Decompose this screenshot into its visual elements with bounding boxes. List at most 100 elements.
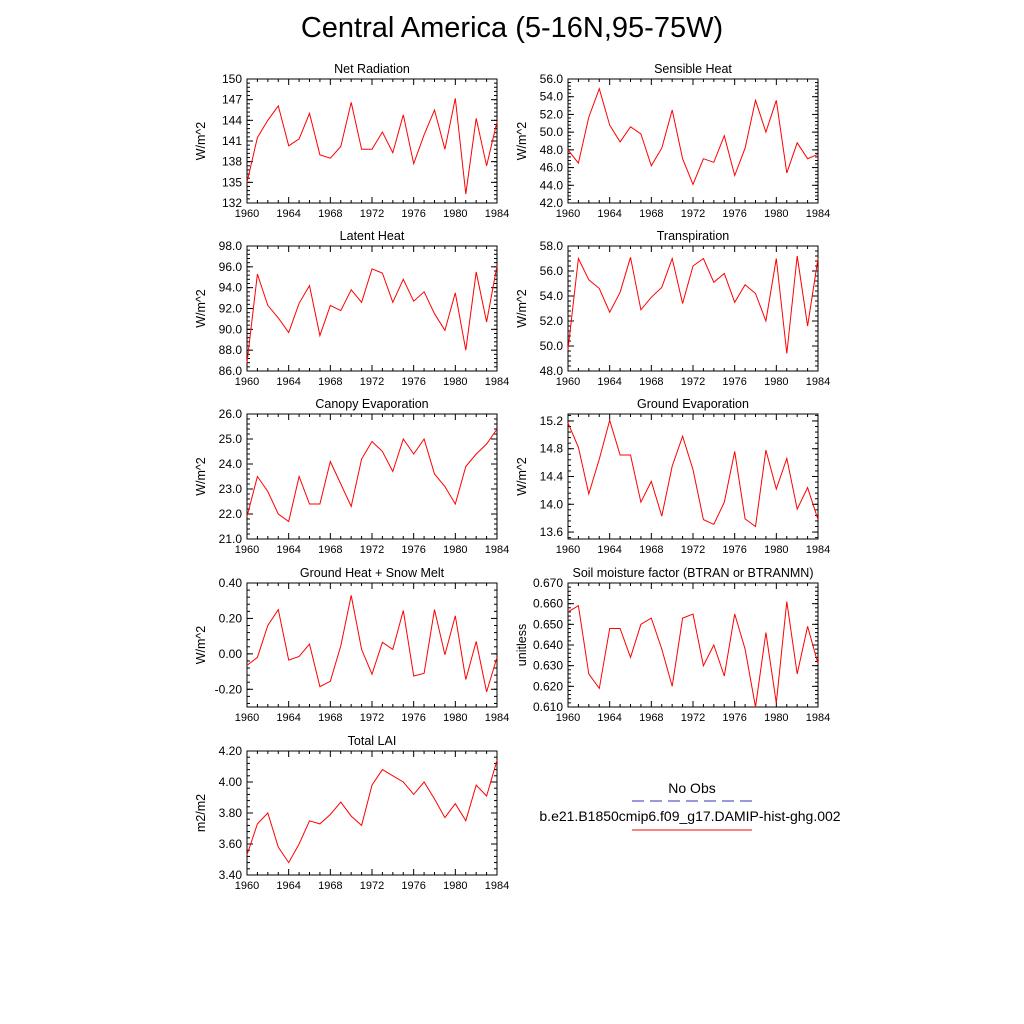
panel-title: Ground Evaporation	[637, 397, 749, 411]
y-tick-label: 56.0	[540, 72, 564, 86]
x-tick-label: 1968	[318, 880, 342, 892]
x-tick-label: 1976	[401, 712, 425, 724]
x-tick-label: 1976	[722, 208, 746, 220]
x-tick-label: 1964	[597, 376, 621, 388]
x-tick-label: 1968	[318, 208, 342, 220]
x-tick-label: 1964	[597, 712, 621, 724]
x-tick-label: 1964	[276, 544, 300, 556]
x-tick-label: 1960	[556, 544, 580, 556]
x-tick-label: 1960	[235, 880, 259, 892]
y-tick-label: 24.0	[219, 457, 243, 471]
x-tick-label: 1976	[401, 208, 425, 220]
y-tick-label: 0.00	[219, 647, 243, 661]
series-line	[567, 601, 819, 708]
x-tick-label: 1968	[318, 712, 342, 724]
panel: Ground Evaporation W/m^2 1960 1964 1968 1972 1…	[515, 397, 830, 556]
y-tick-label: 141	[222, 134, 242, 148]
x-tick-label: 1980	[443, 880, 467, 892]
panel-title: Sensible Heat	[654, 62, 732, 76]
panel: Net Radiation W/m^2 1960 1964 1968 1972 1976 19…	[194, 62, 509, 220]
y-tick-label: 13.6	[540, 525, 564, 539]
series-line	[246, 595, 498, 693]
x-tick-label: 1968	[318, 376, 342, 388]
y-tick-label: 147	[222, 93, 242, 107]
x-tick-label: 1984	[806, 712, 830, 724]
y-tick-label: 48.0	[540, 143, 564, 157]
x-tick-label: 1980	[764, 376, 788, 388]
x-tick-label: 1976	[722, 376, 746, 388]
y-tick-label: 0.630	[533, 659, 563, 673]
y-tick-label: 132	[222, 196, 242, 210]
x-tick-label: 1972	[360, 208, 384, 220]
panel: Ground Heat + Snow Melt W/m^2 1960 1964 1968…	[194, 566, 509, 724]
x-tick-label: 1964	[276, 208, 300, 220]
y-tick-label: 0.650	[533, 617, 563, 631]
y-tick-label: 94.0	[219, 281, 243, 295]
y-tick-label: 15.2	[540, 414, 564, 428]
panel: Latent Heat W/m^2 1960 1964 1968 1972 1976 1980…	[194, 229, 509, 388]
x-tick-label: 1964	[597, 208, 621, 220]
page-title: Central America (5-16N,95-75W)	[300, 12, 724, 44]
y-tick-label: 26.0	[219, 407, 243, 421]
plot-frame	[246, 413, 498, 540]
y-tick-label: 23.0	[219, 482, 243, 496]
y-tick-label: 98.0	[219, 239, 243, 253]
plot-frame	[246, 582, 498, 708]
x-tick-label: 1980	[764, 544, 788, 556]
series-line	[567, 255, 819, 354]
y-tick-label: 21.0	[219, 532, 243, 546]
y-tick-label: 90.0	[219, 322, 243, 336]
x-tick-label: 1972	[681, 208, 705, 220]
y-axis-label: m2/m2	[194, 794, 208, 832]
panel-title: Soil moisture factor (BTRAN or BTRANMN)	[572, 566, 813, 580]
x-tick-label: 1976	[401, 544, 425, 556]
y-tick-label: 42.0	[540, 196, 564, 210]
y-tick-label: 52.0	[540, 314, 564, 328]
x-tick-label: 1972	[360, 712, 384, 724]
x-tick-label: 1980	[764, 712, 788, 724]
y-tick-label: 0.20	[219, 611, 243, 625]
x-tick-label: 1984	[806, 376, 830, 388]
x-tick-label: 1968	[639, 712, 663, 724]
y-tick-label: 52.0	[540, 107, 564, 121]
x-tick-label: 1976	[401, 880, 425, 892]
y-tick-label: 50.0	[540, 125, 564, 139]
y-tick-label: 96.0	[219, 260, 243, 274]
x-tick-label: 1968	[639, 208, 663, 220]
y-tick-label: 150	[222, 72, 242, 86]
x-tick-label: 1964	[276, 376, 300, 388]
x-tick-label: 1980	[443, 544, 467, 556]
x-tick-label: 1964	[597, 544, 621, 556]
series-line	[246, 98, 498, 195]
y-tick-label: 25.0	[219, 432, 243, 446]
y-tick-label: 0.40	[219, 576, 243, 590]
x-tick-label: 1960	[235, 712, 259, 724]
x-tick-label: 1984	[485, 880, 509, 892]
panel-title: Total LAI	[348, 734, 397, 748]
panel: Canopy Evaporation W/m^2 1960 1964 1968 1972 1…	[194, 397, 509, 556]
y-axis-label: W/m^2	[194, 457, 208, 496]
x-tick-label: 1980	[443, 712, 467, 724]
y-tick-label: 135	[222, 175, 242, 189]
y-tick-label: 3.80	[219, 806, 243, 820]
x-tick-label: 1984	[485, 208, 509, 220]
y-axis-label: W/m^2	[515, 457, 529, 496]
y-tick-label: 0.670	[533, 576, 563, 590]
x-tick-label: 1960	[556, 712, 580, 724]
y-axis-label: unitless	[515, 624, 529, 666]
x-tick-label: 1976	[722, 712, 746, 724]
panel-title: Canopy Evaporation	[315, 397, 428, 411]
y-tick-label: 144	[222, 113, 242, 127]
x-tick-label: 1984	[485, 376, 509, 388]
y-tick-label: 22.0	[219, 507, 243, 521]
panel: Soil moisture factor (BTRAN or BTRANMN) u…	[515, 566, 830, 724]
y-tick-label: 0.620	[533, 679, 563, 693]
x-tick-label: 1960	[556, 208, 580, 220]
x-tick-label: 1968	[639, 544, 663, 556]
y-tick-label: 14.0	[540, 497, 564, 511]
panel-title: Latent Heat	[340, 229, 405, 243]
x-tick-label: 1972	[360, 544, 384, 556]
plot-frame	[567, 245, 819, 372]
x-tick-label: 1980	[443, 208, 467, 220]
